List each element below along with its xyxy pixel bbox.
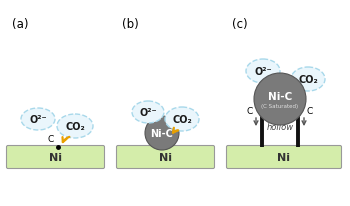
Text: (b): (b) xyxy=(122,18,139,31)
Ellipse shape xyxy=(291,68,325,91)
Text: O²⁻: O²⁻ xyxy=(254,67,272,77)
Text: (C Saturated): (C Saturated) xyxy=(261,104,299,109)
Text: O²⁻: O²⁻ xyxy=(29,115,47,124)
Text: (c): (c) xyxy=(232,18,248,31)
Ellipse shape xyxy=(21,109,55,130)
Text: Ni-C: Ni-C xyxy=(150,128,174,138)
FancyBboxPatch shape xyxy=(7,146,105,169)
Text: Ni: Ni xyxy=(159,152,172,162)
Ellipse shape xyxy=(57,115,93,138)
Text: C: C xyxy=(48,134,54,143)
Text: O²⁻: O²⁻ xyxy=(139,108,157,117)
Ellipse shape xyxy=(246,60,280,84)
Text: Ni: Ni xyxy=(49,152,62,162)
Text: Ni-C: Ni-C xyxy=(268,91,292,102)
Text: C: C xyxy=(247,107,253,115)
Text: (a): (a) xyxy=(12,18,28,31)
Text: hollow: hollow xyxy=(266,123,294,132)
Circle shape xyxy=(254,74,306,125)
Text: CO₂: CO₂ xyxy=(172,115,192,124)
FancyBboxPatch shape xyxy=(117,146,215,169)
FancyBboxPatch shape xyxy=(226,146,342,169)
Text: CO₂: CO₂ xyxy=(298,75,318,85)
Text: Ni: Ni xyxy=(278,152,290,162)
Text: CO₂: CO₂ xyxy=(65,121,85,131)
Circle shape xyxy=(145,116,179,150)
Ellipse shape xyxy=(165,108,199,131)
Ellipse shape xyxy=(132,102,164,123)
Text: C: C xyxy=(307,107,313,115)
